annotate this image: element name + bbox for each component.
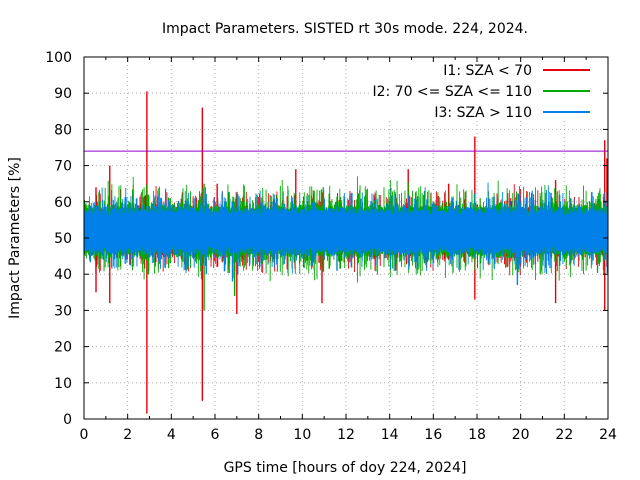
x-tick-label: 8 xyxy=(254,427,263,443)
y-tick-label: 30 xyxy=(54,303,72,319)
legend: I1: SZA < 70 I2: 70 <= SZA <= 110 I3: SZA … xyxy=(372,63,590,121)
y-tick-label: 50 xyxy=(54,231,72,247)
x-tick-label: 6 xyxy=(211,427,220,443)
legend-label: I2: 70 <= SZA <= 110 xyxy=(372,84,532,100)
series-layer xyxy=(83,91,609,414)
x-tick-label: 18 xyxy=(468,427,486,443)
legend-label: I1: SZA < 70 xyxy=(443,63,532,79)
x-tick-label: 0 xyxy=(80,427,89,443)
x-axis-label: GPS time [hours of doy 224, 2024] xyxy=(224,460,467,476)
x-tick-label: 4 xyxy=(167,427,176,443)
chart-title: Impact Parameters. SISTED rt 30s mode. 2… xyxy=(162,21,528,37)
x-tick-label: 10 xyxy=(293,427,311,443)
y-tick-label: 90 xyxy=(54,86,72,102)
y-tick-label: 100 xyxy=(45,50,72,66)
x-tick-label: 14 xyxy=(381,427,399,443)
axis-ticks: 0 2 4 6 8 10 12 14 16 18 20 22 240102030405060708090… xyxy=(45,50,617,443)
series-3 xyxy=(83,182,609,286)
y-axis-label: Impact Parameters [%] xyxy=(7,157,23,319)
legend-label: I3: SZA > 110 xyxy=(434,105,532,121)
y-tick-label: 80 xyxy=(54,122,72,138)
x-tick-label: 20 xyxy=(512,427,530,443)
y-tick-label: 0 xyxy=(63,412,72,428)
y-tick-label: 60 xyxy=(54,195,72,211)
y-tick-label: 20 xyxy=(54,340,72,356)
x-tick-label: 22 xyxy=(555,427,573,443)
y-tick-label: 10 xyxy=(54,376,72,392)
x-tick-label: 16 xyxy=(424,427,442,443)
y-tick-label: 40 xyxy=(54,267,72,283)
x-tick-label: 24 xyxy=(599,427,617,443)
x-tick-label: 12 xyxy=(337,427,355,443)
x-tick-label: 2 xyxy=(123,427,132,443)
y-tick-label: 70 xyxy=(54,159,72,175)
